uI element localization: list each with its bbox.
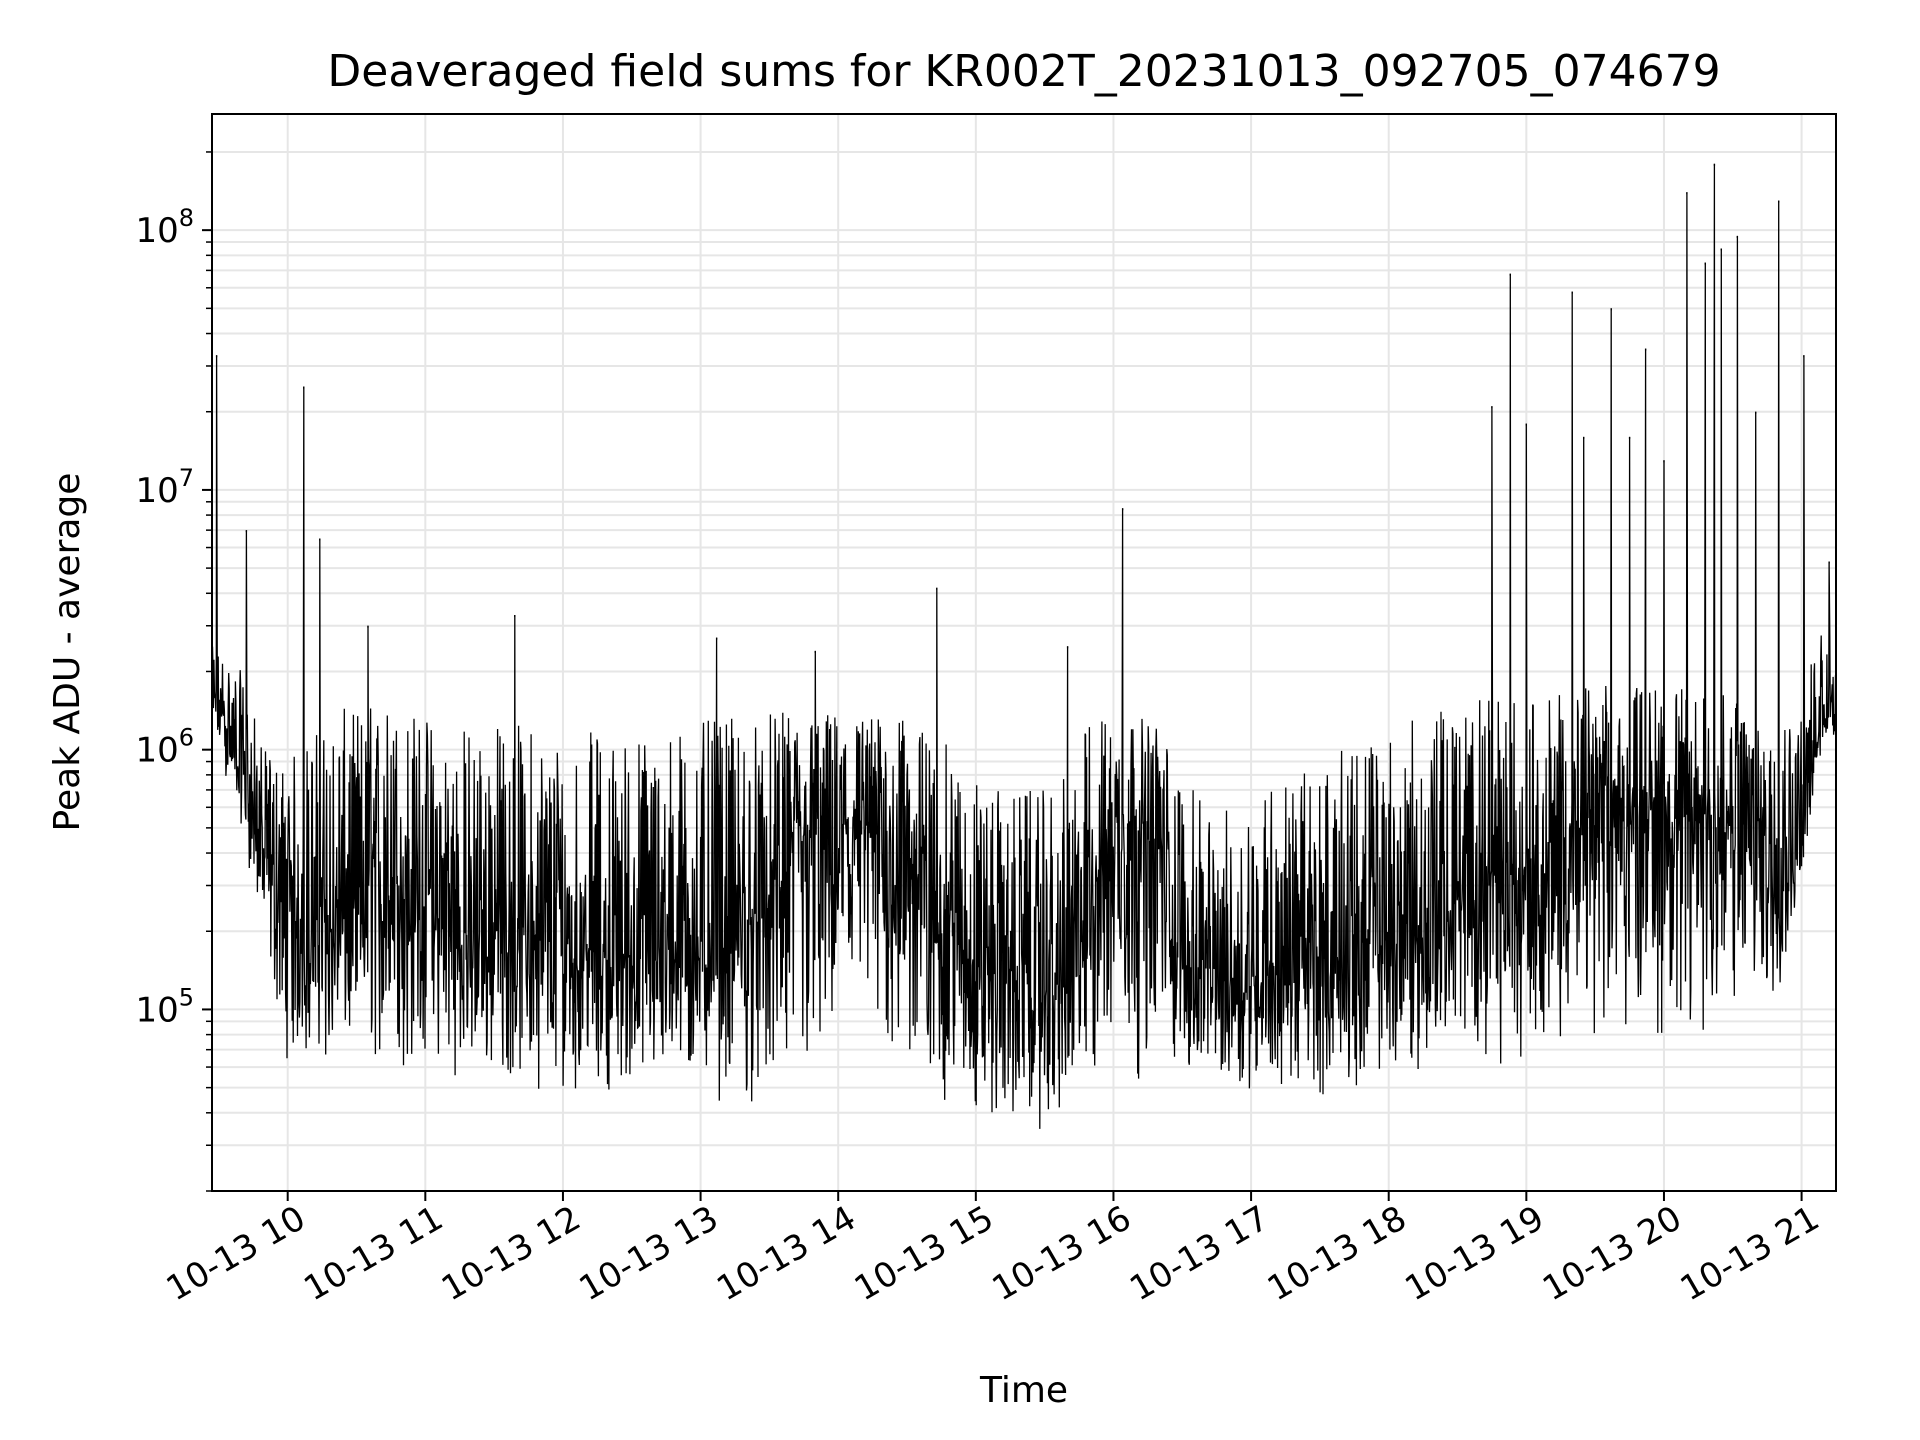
axes-frame [211, 113, 1837, 1192]
y-axis-label: Peak ADU - average [47, 473, 88, 832]
series-line [211, 163, 1837, 1129]
chart-title: Deaveraged field sums for KR002T_2023101… [327, 46, 1720, 97]
data-series [211, 163, 1837, 1129]
x-axis-label: Time [979, 1370, 1068, 1411]
y-tick-label: 108 [135, 204, 194, 251]
y-tick-label: 105 [135, 983, 194, 1030]
y-tick-label: 107 [135, 464, 194, 511]
y-tick-label: 106 [135, 724, 194, 771]
